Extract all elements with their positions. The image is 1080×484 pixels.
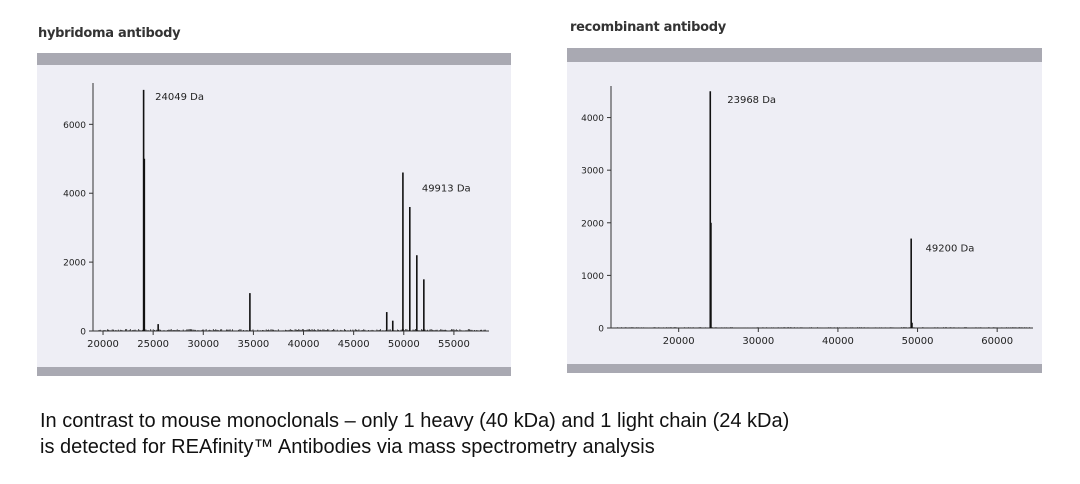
baseline-noise [98,329,486,331]
x-tick-label: 25000 [137,339,169,350]
baseline-noise [615,327,1031,328]
mass-spectrum-recombinant: 20000 30000 40000 50000 60000 0 1000 2000 3000 40… [581,86,1033,347]
caption-text: In contrast to mouse monoclonals – only … [40,408,789,460]
chart-title-hybridoma: hybridoma antibody [38,26,181,41]
peak-label: 49913 Da [422,184,471,195]
x-tick-label: 60000 [981,336,1013,347]
chart-title-recombinant: recombinant antibody [570,20,726,35]
x-tick-label: 55000 [438,339,470,350]
y-tick-label: 4000 [63,190,86,200]
y-tick-label: 0 [598,325,604,335]
y-tick-label: 4000 [581,114,604,124]
x-tick-label: 20000 [87,339,119,350]
x-tick-label: 30000 [187,339,219,350]
y-tick-label: 2000 [581,219,604,229]
y-tick-label: 2000 [63,259,86,269]
x-tick-label: 30000 [742,336,774,347]
y-tick-label: 6000 [63,121,86,131]
peak-label: 23968 Da [727,95,776,106]
x-tick-label: 50000 [902,336,934,347]
caption-line-2: is detected for REAfinity™ Antibodies vi… [40,436,655,458]
y-tick-label: 3000 [581,167,604,177]
x-tick-label: 45000 [338,339,370,350]
peak-label: 24049 Da [155,92,204,103]
mass-spectrum-hybridoma: 20000 25000 30000 35000 40000 45000 50000 55000… [63,83,489,350]
x-tick-label: 40000 [822,336,854,347]
peak-label: 49200 Da [926,244,975,255]
x-tick-label: 50000 [388,339,420,350]
chart-panel-recombinant: 20000 30000 40000 50000 60000 0 1000 2000 3000 40… [567,48,1042,373]
x-tick-label: 40000 [288,339,320,350]
y-tick-label: 1000 [581,272,604,282]
x-tick-label: 20000 [663,336,695,347]
caption-line-1: In contrast to mouse monoclonals – only … [40,410,790,432]
x-tick-label: 35000 [237,339,269,350]
chart-panel-hybridoma: 20000 25000 30000 35000 40000 45000 50000 55000… [37,53,511,376]
y-tick-label: 0 [80,328,86,338]
